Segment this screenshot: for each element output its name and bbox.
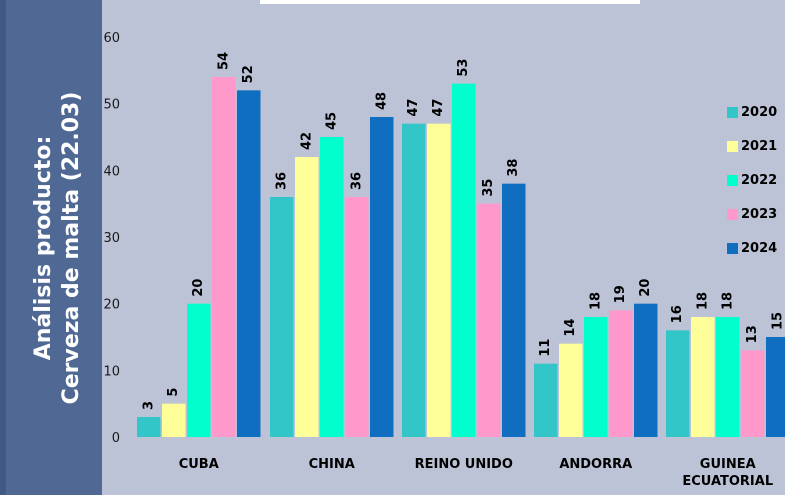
bar-2021-cuba [162,403,186,437]
category-label: CHINA [309,457,355,472]
bar-2021-guinea-ecuatorial [691,317,715,437]
data-label: 19 [613,285,628,303]
bar-2024-cuba [237,90,261,437]
legend-swatch [727,242,738,254]
category-label: ECUATORIAL [682,474,773,489]
legend: 2020 2021 2022 2023 2024 [727,103,777,273]
bar-2023-reino-unido [477,203,501,437]
data-label: 18 [720,292,735,310]
legend-label: 2020 [741,104,778,120]
bar-2023-andorra [609,310,633,437]
data-label: 54 [216,52,231,70]
bar-2023-china [345,197,369,437]
data-label: 45 [324,112,339,130]
bar-2022-guinea-ecuatorial [716,317,740,437]
bar-2024-andorra [634,303,658,437]
category-label: GUINEA [700,457,756,472]
data-label: 53 [456,59,471,77]
y-tick-label: 0 [112,431,120,446]
data-label: 38 [506,159,521,177]
legend-label: 2021 [741,138,778,154]
legend-swatch [727,208,738,220]
bar-2021-andorra [559,343,583,437]
y-tick-label: 30 [103,231,120,246]
data-label: 18 [695,292,710,310]
top-strip [260,0,640,4]
legend-item-2022: 2022 [727,171,777,189]
bar-2020-cuba [137,417,161,437]
data-label: 20 [191,279,206,297]
bar-2024-china [370,117,394,437]
legend-label: 2023 [741,206,778,222]
data-label: 14 [563,319,578,337]
category-label: ANDORRA [559,457,632,472]
data-label: 35 [481,179,496,197]
legend-item-2020: 2020 [727,103,777,121]
bar-2020-guinea-ecuatorial [666,330,690,437]
data-label: 13 [745,325,760,343]
bar-2020-andorra [534,363,558,437]
legend-swatch [727,174,738,186]
y-tick-label: 10 [103,364,120,379]
legend-item-2023: 2023 [727,205,777,223]
bar-2023-cuba [212,77,236,437]
y-tick-label: 50 [103,98,120,113]
legend-label: 2022 [741,172,778,188]
data-label: 42 [299,132,314,150]
legend-swatch [727,140,738,152]
y-tick-label: 20 [103,298,120,313]
bar-2022-reino-unido [452,83,476,438]
bar-2021-reino-unido [427,123,451,438]
data-label: 18 [588,292,603,310]
y-tick-label: 40 [103,164,120,179]
bar-2020-china [270,197,294,437]
data-label: 48 [374,92,389,110]
data-label: 3 [141,401,156,410]
y-tick-label: 60 [103,31,120,46]
data-label: 52 [241,65,256,83]
data-label: 11 [538,339,553,357]
bar-2020-reino-unido [402,123,426,438]
legend-label: 2024 [741,240,778,256]
legend-item-2021: 2021 [727,137,777,155]
bar-2021-china [295,157,319,437]
side-panel: Análisis producto: Cerveza de malta (22.… [0,0,102,495]
bar-2022-cuba [187,303,211,437]
data-label: 36 [274,172,289,190]
category-label: CUBA [179,457,219,472]
bar-2022-andorra [584,317,608,437]
bar-2023-guinea-ecuatorial [741,350,765,437]
data-label: 47 [431,99,446,117]
data-label: 15 [770,312,785,330]
bar-2022-china [320,137,344,437]
data-label: 5 [166,388,181,397]
bar-2024-reino-unido [502,183,526,437]
bar-2024-guinea-ecuatorial [766,337,785,437]
category-label: REINO UNIDO [415,457,513,472]
data-label: 47 [406,99,421,117]
legend-swatch [727,106,738,118]
data-label: 16 [670,305,685,323]
data-label: 36 [349,172,364,190]
legend-item-2024: 2024 [727,239,777,257]
data-label: 20 [638,279,653,297]
